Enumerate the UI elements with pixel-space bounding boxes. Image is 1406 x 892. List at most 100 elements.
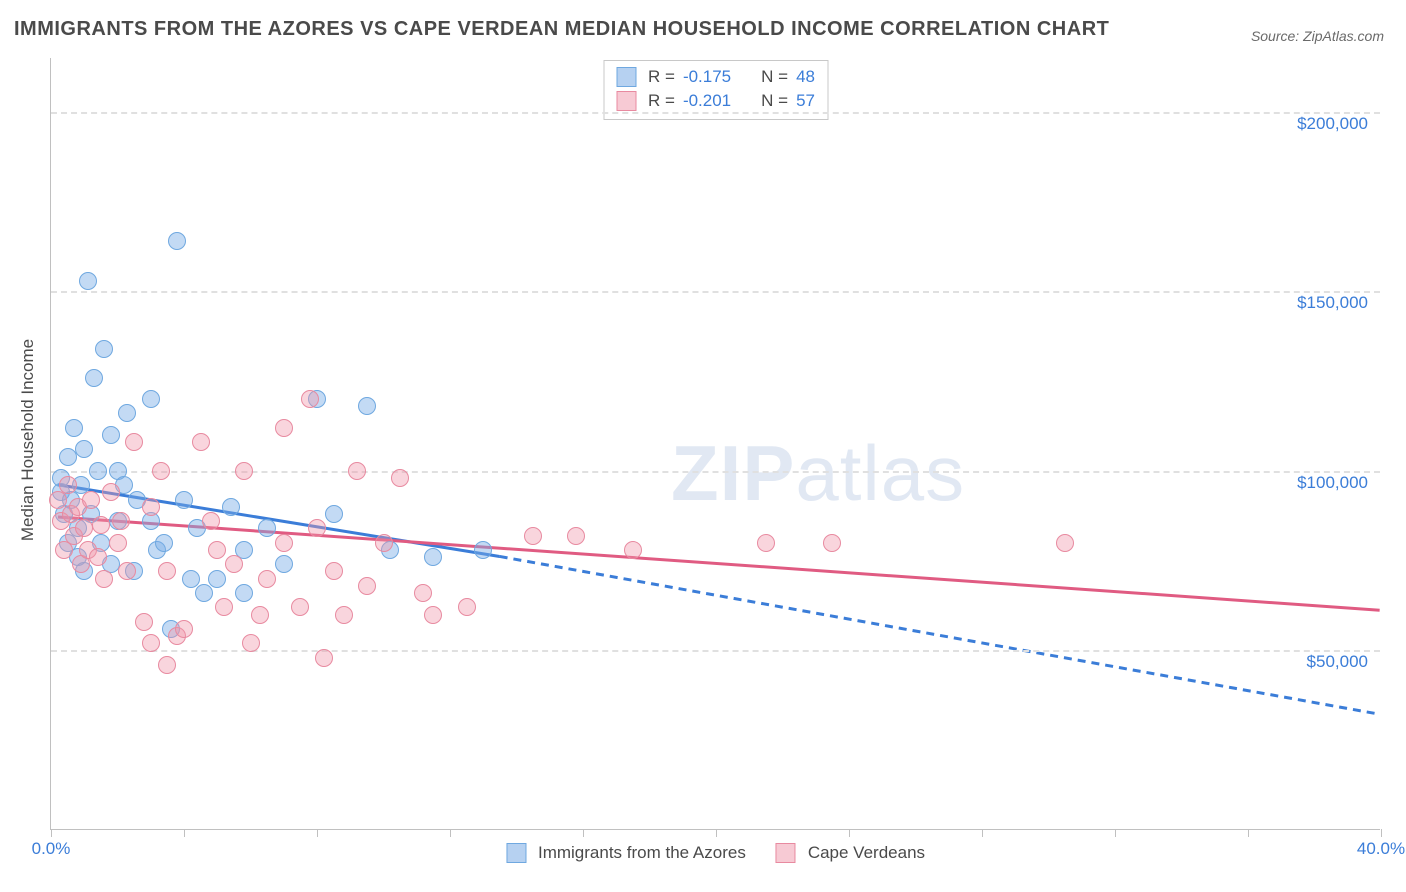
data-point xyxy=(567,527,585,545)
data-point xyxy=(158,562,176,580)
data-point xyxy=(315,649,333,667)
chart-title: IMMIGRANTS FROM THE AZORES VS CAPE VERDE… xyxy=(14,18,1109,41)
x-tick xyxy=(1115,829,1116,837)
data-point xyxy=(112,512,130,530)
legend-stat-row: R = -0.175N = 48 xyxy=(616,65,815,89)
data-point xyxy=(142,634,160,652)
data-point xyxy=(424,606,442,624)
data-point xyxy=(823,534,841,552)
stat-n-value: 57 xyxy=(796,89,815,113)
data-point xyxy=(118,404,136,422)
data-point xyxy=(65,419,83,437)
x-tick-label-right: 40.0% xyxy=(1357,839,1405,859)
data-point xyxy=(258,570,276,588)
watermark-text: ZIPatlas xyxy=(671,428,965,519)
data-point xyxy=(142,498,160,516)
data-point xyxy=(202,512,220,530)
legend-series-item: Cape Verdeans xyxy=(776,843,925,863)
y-tick-label: $200,000 xyxy=(1297,114,1368,134)
legend-series-item: Immigrants from the Azores xyxy=(506,843,746,863)
data-point xyxy=(59,476,77,494)
data-point xyxy=(358,397,376,415)
y-tick-label: $50,000 xyxy=(1307,652,1368,672)
legend-series-label: Cape Verdeans xyxy=(808,843,925,863)
legend-swatch xyxy=(506,843,526,863)
data-point xyxy=(335,606,353,624)
data-point xyxy=(192,433,210,451)
data-point xyxy=(391,469,409,487)
data-point xyxy=(275,419,293,437)
legend-series: Immigrants from the Azores Cape Verdeans xyxy=(506,843,925,863)
data-point xyxy=(275,534,293,552)
x-tick xyxy=(716,829,717,837)
y-tick-label: $100,000 xyxy=(1297,473,1368,493)
x-tick xyxy=(1248,829,1249,837)
x-tick-label-left: 0.0% xyxy=(32,839,71,859)
stat-r-value: -0.201 xyxy=(683,89,731,113)
data-point xyxy=(235,584,253,602)
legend-series-label: Immigrants from the Azores xyxy=(538,843,746,863)
data-point xyxy=(79,272,97,290)
gridline xyxy=(51,291,1380,293)
legend-stat-row: R = -0.201 N = 57 xyxy=(616,89,815,113)
data-point xyxy=(118,562,136,580)
data-point xyxy=(358,577,376,595)
x-tick xyxy=(849,829,850,837)
data-point xyxy=(182,570,200,588)
x-tick xyxy=(982,829,983,837)
data-point xyxy=(95,570,113,588)
data-point xyxy=(235,462,253,480)
data-point xyxy=(195,584,213,602)
legend-swatch xyxy=(776,843,796,863)
data-point xyxy=(325,505,343,523)
data-point xyxy=(168,232,186,250)
data-point xyxy=(82,491,100,509)
data-point xyxy=(102,483,120,501)
data-point xyxy=(348,462,366,480)
data-point xyxy=(458,598,476,616)
data-point xyxy=(208,541,226,559)
data-point xyxy=(135,613,153,631)
data-point xyxy=(155,534,173,552)
data-point xyxy=(424,548,442,566)
data-point xyxy=(524,527,542,545)
data-point xyxy=(102,426,120,444)
stat-r-label: R = xyxy=(648,89,675,113)
data-point xyxy=(757,534,775,552)
data-point xyxy=(222,498,240,516)
data-point xyxy=(158,656,176,674)
data-point xyxy=(414,584,432,602)
data-point xyxy=(142,390,160,408)
data-point xyxy=(85,369,103,387)
y-tick-label: $150,000 xyxy=(1297,293,1368,313)
y-axis-label: Median Household Income xyxy=(18,339,38,541)
data-point xyxy=(325,562,343,580)
data-point xyxy=(258,519,276,537)
stat-n-label: N = xyxy=(761,89,788,113)
data-point xyxy=(109,534,127,552)
scatter-plot: ZIPatlas R = -0.175N = 48R = -0.201 N = 5… xyxy=(50,58,1380,830)
data-point xyxy=(59,448,77,466)
data-point xyxy=(175,620,193,638)
data-point xyxy=(308,519,326,537)
legend-swatch xyxy=(616,67,636,87)
x-tick xyxy=(1381,829,1382,837)
stat-n-label: N = xyxy=(761,65,788,89)
data-point xyxy=(89,462,107,480)
trend-lines xyxy=(51,58,1380,829)
data-point xyxy=(275,555,293,573)
data-point xyxy=(95,340,113,358)
data-point xyxy=(225,555,243,573)
data-point xyxy=(291,598,309,616)
data-point xyxy=(92,516,110,534)
data-point xyxy=(251,606,269,624)
data-point xyxy=(89,548,107,566)
stat-r-label: R = xyxy=(648,65,675,89)
x-tick xyxy=(583,829,584,837)
data-point xyxy=(474,541,492,559)
source-attribution: Source: ZipAtlas.com xyxy=(1251,28,1384,44)
x-tick xyxy=(51,829,52,837)
data-point xyxy=(75,519,93,537)
stat-n-value: 48 xyxy=(796,65,815,89)
data-point xyxy=(75,440,93,458)
